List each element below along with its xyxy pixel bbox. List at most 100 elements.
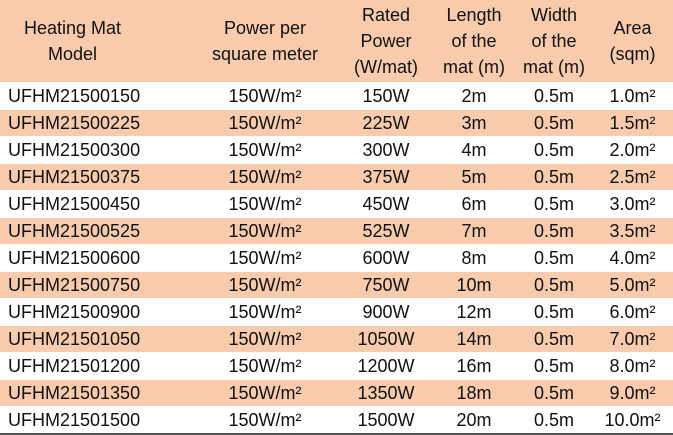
table-cell: 150W/m² [190, 406, 340, 435]
table-cell: 150W [340, 82, 432, 110]
table-cell: 3.0m² [592, 190, 673, 218]
table-row: UFHM21500150 150W/m² 150W 2m 0.5m 1.0m² [0, 82, 673, 110]
table-cell: 0.5m [516, 325, 592, 353]
table-cell: 1350W [340, 379, 432, 407]
table-cell: 20m [432, 406, 516, 435]
table-row: UFHM21501050 150W/m² 1050W 14m 0.5m 7.0m² [0, 325, 673, 353]
table-cell: 0.5m [516, 217, 592, 245]
table-cell: UFHM21500150 [0, 82, 190, 110]
table-cell: 0.5m [516, 190, 592, 218]
table-cell: 150W/m² [190, 379, 340, 407]
table-row: UFHM21500225 150W/m² 225W 3m 0.5m 1.5m² [0, 109, 673, 137]
table-cell: 8.0m² [592, 352, 673, 380]
table-cell: 7m [432, 217, 516, 245]
table-cell: 1.5m² [592, 109, 673, 137]
table-cell: 150W/m² [190, 271, 340, 299]
table-row: UFHM21500300 150W/m² 300W 4m 0.5m 2.0m² [0, 136, 673, 164]
table-cell: UFHM21500525 [0, 217, 190, 245]
table-row: UFHM21500600 150W/m² 600W 8m 0.5m 4.0m² [0, 244, 673, 272]
table-cell: UFHM21500375 [0, 163, 190, 191]
table-cell: UFHM21500225 [0, 109, 190, 137]
table-cell: 18m [432, 379, 516, 407]
table-cell: 2.0m² [592, 136, 673, 164]
table-cell: 225W [340, 109, 432, 137]
table-cell: 150W/m² [190, 352, 340, 380]
table-cell: 1.0m² [592, 82, 673, 110]
table-cell: 10.0m² [592, 406, 673, 435]
table-cell: 1200W [340, 352, 432, 380]
table-cell: 150W/m² [190, 136, 340, 164]
table-cell: 10m [432, 271, 516, 299]
table-cell: UFHM21500600 [0, 244, 190, 272]
table-cell: 150W/m² [190, 82, 340, 110]
table-cell: 5m [432, 163, 516, 191]
header-cell: Area (sqm) [592, 0, 673, 83]
table-cell: 2.5m² [592, 163, 673, 191]
table-row: UFHM21501350 150W/m² 1350W 18m 0.5m 9.0m² [0, 379, 673, 407]
table-cell: 150W/m² [190, 190, 340, 218]
table-cell: UFHM21500750 [0, 271, 190, 299]
table-cell: UFHM21500450 [0, 190, 190, 218]
header-row: Heating Mat Model Power per square meter R… [0, 0, 673, 83]
table-row: UFHM21500375 150W/m² 375W 5m 0.5m 2.5m² [0, 163, 673, 191]
table-cell: UFHM21501200 [0, 352, 190, 380]
table-cell: 4.0m² [592, 244, 673, 272]
table-cell: 16m [432, 352, 516, 380]
table-cell: 8m [432, 244, 516, 272]
table-cell: 0.5m [516, 136, 592, 164]
table-cell: UFHM21500300 [0, 136, 190, 164]
header-cell: Length of the mat (m) [432, 0, 516, 83]
table-cell: UFHM21501050 [0, 325, 190, 353]
table-cell: 2m [432, 82, 516, 110]
table-cell: 12m [432, 298, 516, 326]
table-cell: UFHM21500900 [0, 298, 190, 326]
table-cell: 525W [340, 217, 432, 245]
table-cell: 600W [340, 244, 432, 272]
table-cell: 150W/m² [190, 109, 340, 137]
table-cell: UFHM21501500 [0, 406, 190, 435]
table-cell: 5.0m² [592, 271, 673, 299]
table-cell: 150W/m² [190, 244, 340, 272]
table-cell: 750W [340, 271, 432, 299]
header-cell: Power per square meter [190, 0, 340, 83]
table-cell: 1050W [340, 325, 432, 353]
table-cell: 0.5m [516, 82, 592, 110]
table-row: UFHM21500900 150W/m² 900W 12m 0.5m 6.0m² [0, 298, 673, 326]
table-cell: 6.0m² [592, 298, 673, 326]
table-cell: 1500W [340, 406, 432, 435]
table-cell: 9.0m² [592, 379, 673, 407]
table-cell: 150W/m² [190, 298, 340, 326]
header-cell: Width of the mat (m) [516, 0, 592, 83]
table-cell: 3.5m² [592, 217, 673, 245]
table-cell: 14m [432, 325, 516, 353]
table-cell: 900W [340, 298, 432, 326]
table-cell: 0.5m [516, 163, 592, 191]
table-cell: 375W [340, 163, 432, 191]
table-cell: 0.5m [516, 271, 592, 299]
table-row: UFHM21501200 150W/m² 1200W 16m 0.5m 8.0m² [0, 352, 673, 380]
header-cell: Heating Mat Model [0, 0, 190, 83]
table-row: UFHM21500750 150W/m² 750W 10m 0.5m 5.0m² [0, 271, 673, 299]
table-cell: 4m [432, 136, 516, 164]
table-cell: 300W [340, 136, 432, 164]
table-cell: 0.5m [516, 244, 592, 272]
table-cell: 0.5m [516, 298, 592, 326]
table-cell: 0.5m [516, 352, 592, 380]
table-cell: 0.5m [516, 406, 592, 435]
table-cell: 150W/m² [190, 217, 340, 245]
table-cell: 6m [432, 190, 516, 218]
table-cell: 3m [432, 109, 516, 137]
table-row: UFHM21500525 150W/m² 525W 7m 0.5m 3.5m² [0, 217, 673, 245]
table-cell: 0.5m [516, 379, 592, 407]
table-cell: 450W [340, 190, 432, 218]
table-cell: UFHM21501350 [0, 379, 190, 407]
table-body: UFHM21500150 150W/m² 150W 2m 0.5m 1.0m² UFHM21… [0, 82, 673, 435]
table-cell: 150W/m² [190, 325, 340, 353]
table-cell: 0.5m [516, 109, 592, 137]
table-row: UFHM21501500 150W/m² 1500W 20m 0.5m 10.0m² [0, 406, 673, 435]
header-cell: Rated Power (W/mat) [340, 0, 432, 83]
table-cell: 7.0m² [592, 325, 673, 353]
table-cell: 150W/m² [190, 163, 340, 191]
